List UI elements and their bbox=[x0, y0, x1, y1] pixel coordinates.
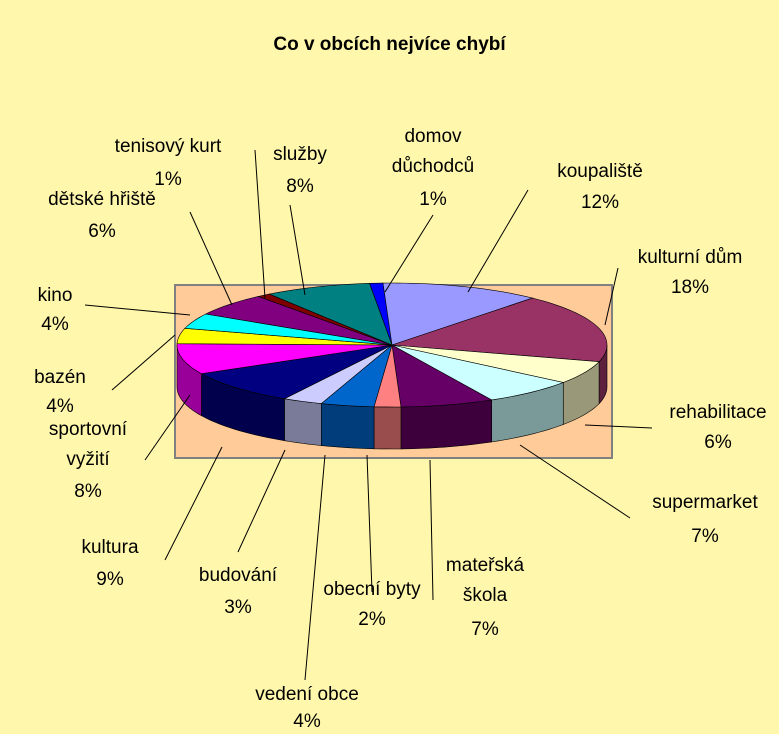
slice bbox=[184, 313, 393, 346]
category-label: dětské hřiště bbox=[48, 189, 156, 210]
value-label: 8% bbox=[74, 481, 102, 502]
slice bbox=[391, 344, 565, 401]
slice-side bbox=[373, 406, 402, 450]
category-label: služby bbox=[273, 144, 327, 165]
slice bbox=[268, 283, 393, 346]
category-label: budování bbox=[198, 565, 278, 586]
leader-line bbox=[304, 454, 326, 681]
category-label: kultura bbox=[81, 537, 139, 558]
category-label: sportovní vyžití bbox=[48, 419, 128, 470]
slice bbox=[391, 344, 600, 383]
value-label: 9% bbox=[96, 569, 124, 590]
value-label: 4% bbox=[46, 396, 74, 417]
leader-line bbox=[144, 394, 191, 461]
category-label: rehabilitace bbox=[669, 402, 767, 423]
chart-title: Co v obcích nejvíce chybí bbox=[273, 34, 506, 55]
category-label: kulturní dům bbox=[637, 247, 743, 268]
value-label: 18% bbox=[670, 277, 710, 298]
value-label: 6% bbox=[88, 221, 116, 242]
leader-line bbox=[237, 449, 286, 553]
leader-line bbox=[384, 214, 434, 293]
slice bbox=[391, 297, 608, 362]
category-label: vedení obce bbox=[255, 684, 359, 705]
value-label: 1% bbox=[154, 169, 182, 190]
slice bbox=[200, 344, 393, 400]
category-label: koupaliště bbox=[557, 161, 643, 182]
slice bbox=[204, 296, 393, 346]
leader-line bbox=[584, 424, 653, 429]
leader-line bbox=[111, 334, 176, 391]
category-label: obecní byty bbox=[323, 579, 421, 600]
category-label: bazén bbox=[34, 367, 86, 388]
leader-line bbox=[189, 211, 233, 306]
value-label: 4% bbox=[293, 711, 321, 732]
leader-line bbox=[429, 459, 434, 601]
category-label: domov důchodců bbox=[391, 126, 475, 177]
category-label: mateřská škola bbox=[445, 555, 525, 606]
value-label: 3% bbox=[224, 597, 252, 618]
value-label: 4% bbox=[41, 314, 69, 335]
leader-line bbox=[467, 189, 529, 293]
leader-line bbox=[289, 204, 306, 296]
slice-side bbox=[284, 398, 322, 446]
slice-side bbox=[320, 403, 375, 450]
value-label: 2% bbox=[358, 609, 386, 630]
value-label: 1% bbox=[419, 189, 447, 210]
leader-line bbox=[164, 446, 223, 561]
slice-side bbox=[400, 399, 492, 450]
category-label: supermarket bbox=[652, 492, 758, 513]
leader-line bbox=[604, 267, 619, 326]
leader-line bbox=[519, 444, 631, 519]
value-label: 12% bbox=[580, 192, 620, 213]
slice bbox=[320, 344, 393, 408]
slice bbox=[176, 343, 393, 375]
value-label: 7% bbox=[691, 526, 719, 547]
slice bbox=[391, 344, 493, 408]
leader-line bbox=[366, 454, 373, 593]
leader-line bbox=[254, 149, 266, 299]
slice bbox=[283, 344, 393, 404]
value-label: 8% bbox=[286, 176, 314, 197]
value-label: 7% bbox=[471, 619, 499, 640]
leader-line bbox=[84, 304, 191, 316]
slice bbox=[382, 282, 534, 346]
value-label: 6% bbox=[704, 432, 732, 453]
category-label: tenisový kurt bbox=[114, 136, 222, 157]
category-label: kino bbox=[37, 285, 73, 306]
